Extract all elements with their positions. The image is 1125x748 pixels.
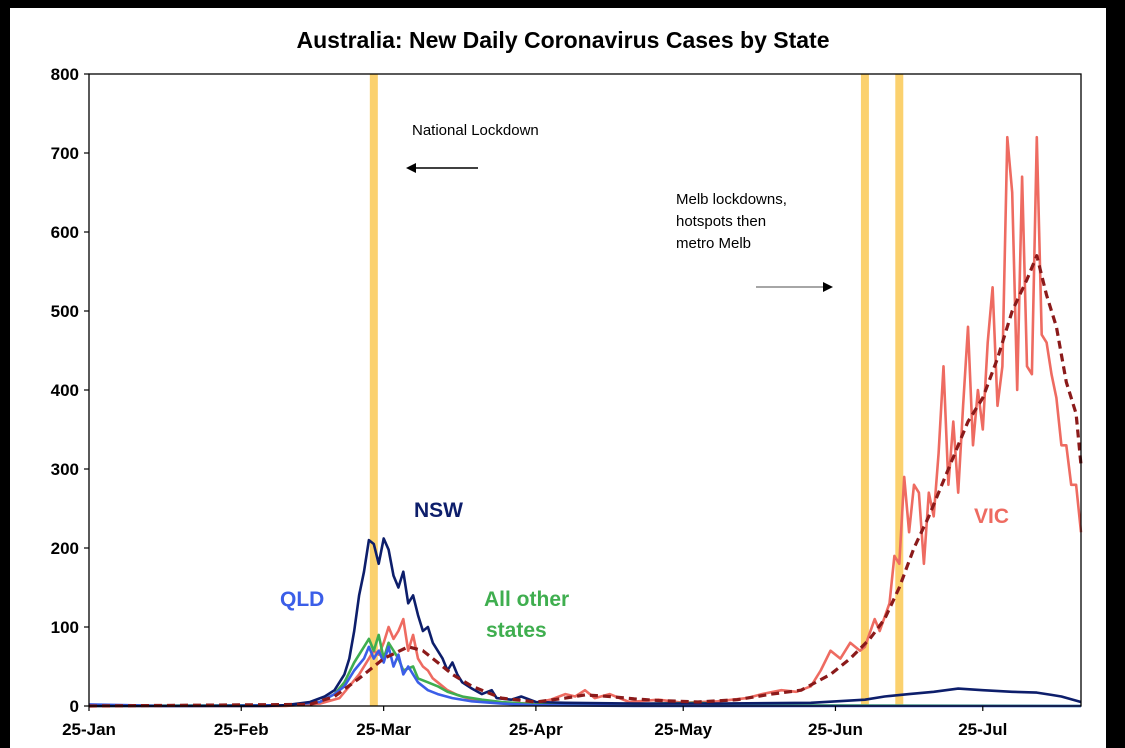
x-tick-label-25-mar: 25-Mar	[356, 720, 411, 739]
annotation-melb-line-1: Melb lockdowns,	[676, 191, 787, 208]
y-tick-label-600: 600	[51, 223, 79, 242]
y-tick-label-400: 400	[51, 381, 79, 400]
y-tick-label-300: 300	[51, 460, 79, 479]
y-tick-label-0: 0	[70, 697, 79, 716]
annotations: National Lockdown Melb lockdowns, hotspo…	[406, 122, 833, 292]
x-tick-label-25-jan: 25-Jan	[62, 720, 116, 739]
arrow-left-head	[406, 163, 416, 173]
y-tick-label-100: 100	[51, 618, 79, 637]
series-line-vic-7-day-average	[88, 254, 1083, 708]
event-lines	[369, 74, 904, 706]
label-qld: QLD	[280, 588, 324, 611]
y-axis: 0 100 200 300 400 500 600 700 800	[51, 65, 89, 716]
series-lines	[88, 135, 1083, 708]
series-line-nsw	[89, 537, 1082, 708]
chart-title: Australia: New Daily Coronavirus Cases b…	[296, 27, 829, 53]
x-axis: 25-Jan 25-Feb 25-Mar 25-Apr 25-May 25-Jun 25-J…	[62, 706, 1007, 739]
plot-area-frame	[88, 73, 1082, 707]
y-tick-label-500: 500	[51, 302, 79, 321]
y-tick-label-800: 800	[51, 65, 79, 84]
label-vic: VIC	[974, 505, 1009, 528]
x-tick-label-25-apr: 25-Apr	[509, 720, 563, 739]
x-tick-label-25-jun: 25-Jun	[808, 720, 863, 739]
series-line-qld	[88, 645, 1081, 708]
series-labels: NSW QLD All other states VIC	[280, 499, 1009, 642]
label-all-other-states-line-2: states	[486, 619, 547, 642]
y-tick-label-700: 700	[51, 144, 79, 163]
x-tick-label-25-may: 25-May	[654, 720, 712, 739]
label-nsw: NSW	[414, 499, 463, 522]
label-all-other-states-line-1: All other	[484, 588, 569, 611]
annotation-national-lockdown: National Lockdown	[412, 122, 539, 139]
annotation-melb-line-3: metro Melb	[676, 235, 751, 252]
x-tick-label-25-feb: 25-Feb	[214, 720, 269, 739]
series-line-vic	[89, 135, 1083, 708]
annotation-melb-line-2: hotspots then	[676, 213, 766, 230]
y-tick-label-200: 200	[51, 539, 79, 558]
x-tick-label-25-jul: 25-Jul	[958, 720, 1007, 739]
line-chart: Australia: New Daily Coronavirus Cases b…	[51, 27, 1083, 739]
arrow-right-head	[823, 282, 833, 292]
chart-panel: Australia: New Daily Coronavirus Cases b…	[10, 8, 1106, 748]
